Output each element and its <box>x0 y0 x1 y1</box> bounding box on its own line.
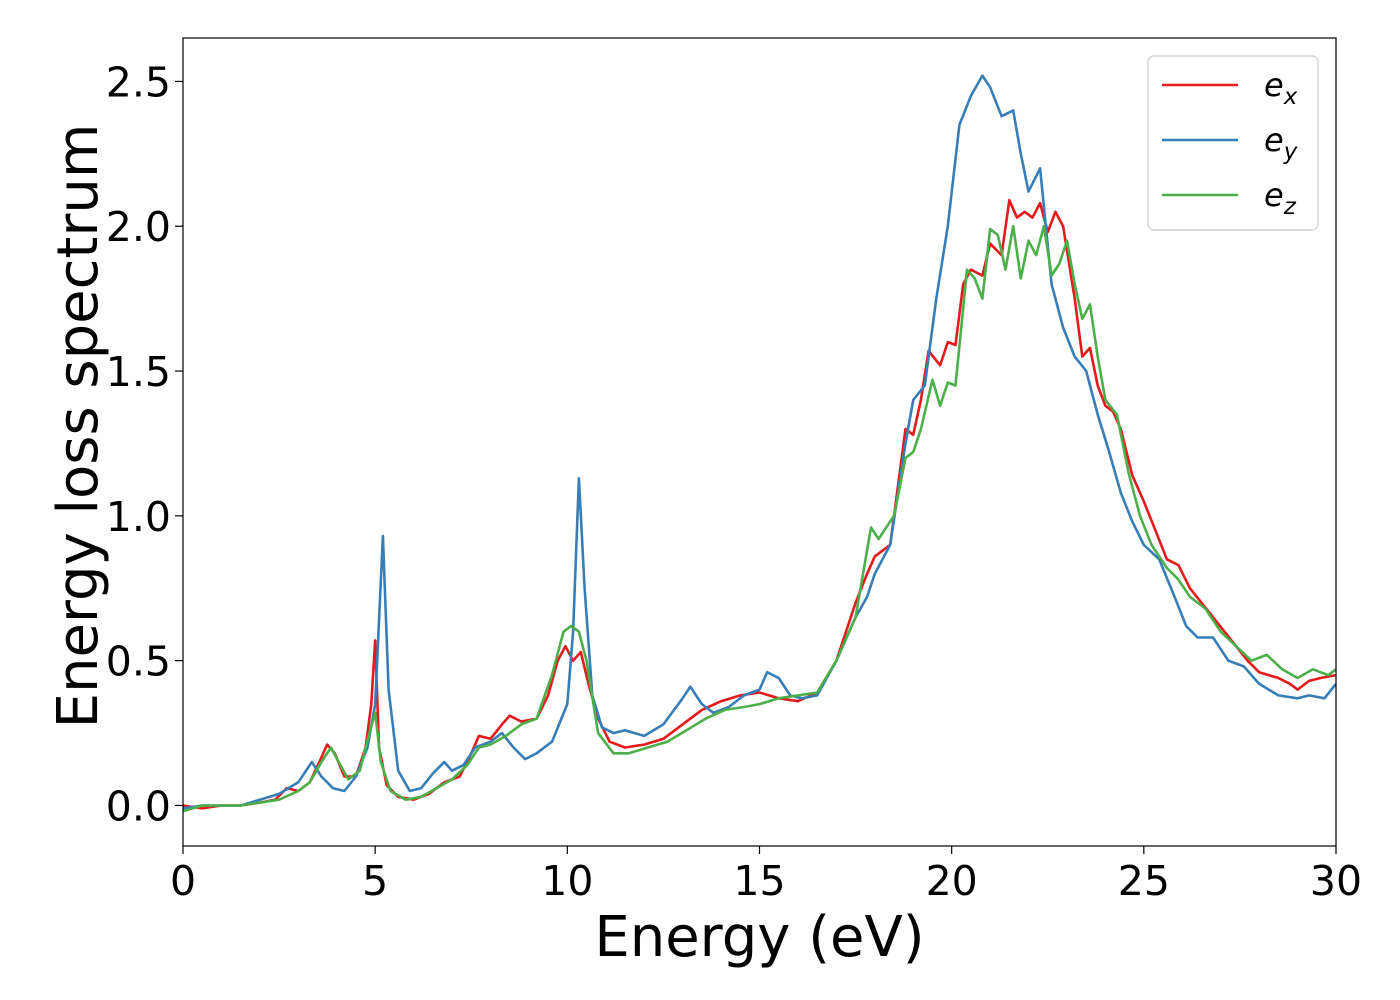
y-tick-label: 0.5 <box>106 638 171 686</box>
x-tick-label: 10 <box>541 857 593 905</box>
x-tick-label: 25 <box>1118 857 1170 905</box>
legend: ex ey ez <box>1147 55 1319 231</box>
plot-frame <box>182 37 1337 847</box>
legend-item-y: ey <box>1162 121 1298 165</box>
x-tick-label: 15 <box>733 857 785 905</box>
legend-item-x: ex <box>1162 66 1298 110</box>
legend-item-z: ez <box>1162 176 1297 220</box>
x-tick-label: 20 <box>926 857 978 905</box>
x-axis-ticks: 0 5 10 15 20 25 30 <box>170 846 1362 905</box>
legend-label: ez <box>1264 176 1297 220</box>
series-line-z <box>182 224 1337 813</box>
x-axis-label: Energy (eV) <box>594 905 924 970</box>
y-tick-label: 2.0 <box>106 203 171 251</box>
series-line-x <box>182 198 1337 810</box>
legend-box <box>1147 55 1319 231</box>
y-tick-label: 1.5 <box>106 348 171 396</box>
y-axis-label: Energy loss spectrum <box>46 124 111 729</box>
y-tick-label: 1.0 <box>106 493 171 541</box>
legend-label: ey <box>1264 121 1298 165</box>
x-tick-label: 5 <box>362 857 388 905</box>
legend-label: ex <box>1264 66 1298 110</box>
x-tick-label: 30 <box>1310 857 1362 905</box>
x-tick-label: 0 <box>170 857 196 905</box>
y-tick-label: 2.5 <box>106 58 171 106</box>
y-tick-label: 0.0 <box>106 782 171 830</box>
series-line-y <box>182 74 1338 810</box>
y-axis-ticks: 0.0 0.5 1.0 1.5 2.0 2.5 <box>106 58 183 830</box>
series-lines <box>182 74 1338 813</box>
